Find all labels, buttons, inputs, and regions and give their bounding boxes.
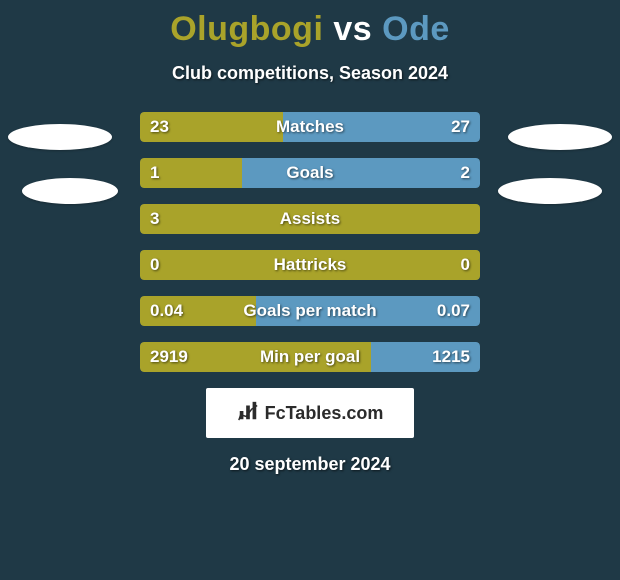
- stat-bar-track: [140, 158, 480, 188]
- title-vs: vs: [333, 10, 372, 48]
- stat-row: 3Assists: [70, 204, 550, 234]
- stats-container: 2327Matches12Goals3Assists00Hattricks0.0…: [70, 112, 550, 372]
- title-player2: Ode: [382, 10, 450, 48]
- stat-row: 0.040.07Goals per match: [70, 296, 550, 326]
- stat-row: 2327Matches: [70, 112, 550, 142]
- stat-bar-left-fill: [140, 250, 480, 280]
- stat-bar-left-fill: [140, 204, 480, 234]
- stat-row: 29191215Min per goal: [70, 342, 550, 372]
- page-title: Olugbogi vs Ode: [0, 10, 620, 49]
- stat-value-right: 1215: [432, 342, 470, 372]
- brand-box[interactable]: FcTables.com: [206, 388, 414, 438]
- stat-value-right: 27: [451, 112, 470, 142]
- stat-value-right: 0: [461, 250, 470, 280]
- brand-text: FcTables.com: [265, 403, 384, 424]
- stat-bar-track: [140, 112, 480, 142]
- stat-bar-track: [140, 342, 480, 372]
- subtitle: Club competitions, Season 2024: [0, 63, 620, 84]
- stat-row: 12Goals: [70, 158, 550, 188]
- stat-bar-track: [140, 250, 480, 280]
- stat-bar-right-fill: [242, 158, 480, 188]
- bar-chart-icon: [237, 400, 259, 427]
- stat-value-left: 23: [150, 112, 169, 142]
- stat-row: 00Hattricks: [70, 250, 550, 280]
- comparison-card: Olugbogi vs Ode Club competitions, Seaso…: [0, 0, 620, 580]
- stat-value-left: 0: [150, 250, 159, 280]
- stat-value-left: 2919: [150, 342, 188, 372]
- title-player1: Olugbogi: [170, 10, 323, 48]
- stat-value-left: 0.04: [150, 296, 183, 326]
- stat-bar-track: [140, 204, 480, 234]
- date-line: 20 september 2024: [0, 454, 620, 475]
- stat-value-right: 0.07: [437, 296, 470, 326]
- stat-value-left: 1: [150, 158, 159, 188]
- stat-value-right: 2: [461, 158, 470, 188]
- stat-bar-track: [140, 296, 480, 326]
- stat-value-left: 3: [150, 204, 159, 234]
